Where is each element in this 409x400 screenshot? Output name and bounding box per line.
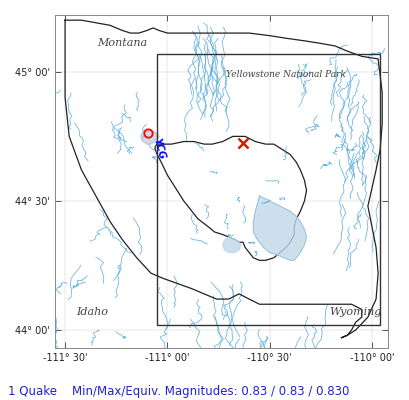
Text: Yellowstone National Park: Yellowstone National Park <box>225 70 345 79</box>
Polygon shape <box>222 237 240 252</box>
Polygon shape <box>253 196 306 260</box>
Text: Idaho: Idaho <box>76 306 108 316</box>
Bar <box>157 54 379 325</box>
Text: Wyoming: Wyoming <box>328 306 381 316</box>
Polygon shape <box>155 136 306 260</box>
Text: YCG: YCG <box>151 137 166 161</box>
Text: 1 Quake    Min/Max/Equiv. Magnitudes: 0.83 / 0.83 / 0.830: 1 Quake Min/Max/Equiv. Magnitudes: 0.83 … <box>8 385 349 398</box>
Polygon shape <box>140 131 159 144</box>
Text: Montana: Montana <box>97 38 147 48</box>
Polygon shape <box>65 20 381 338</box>
